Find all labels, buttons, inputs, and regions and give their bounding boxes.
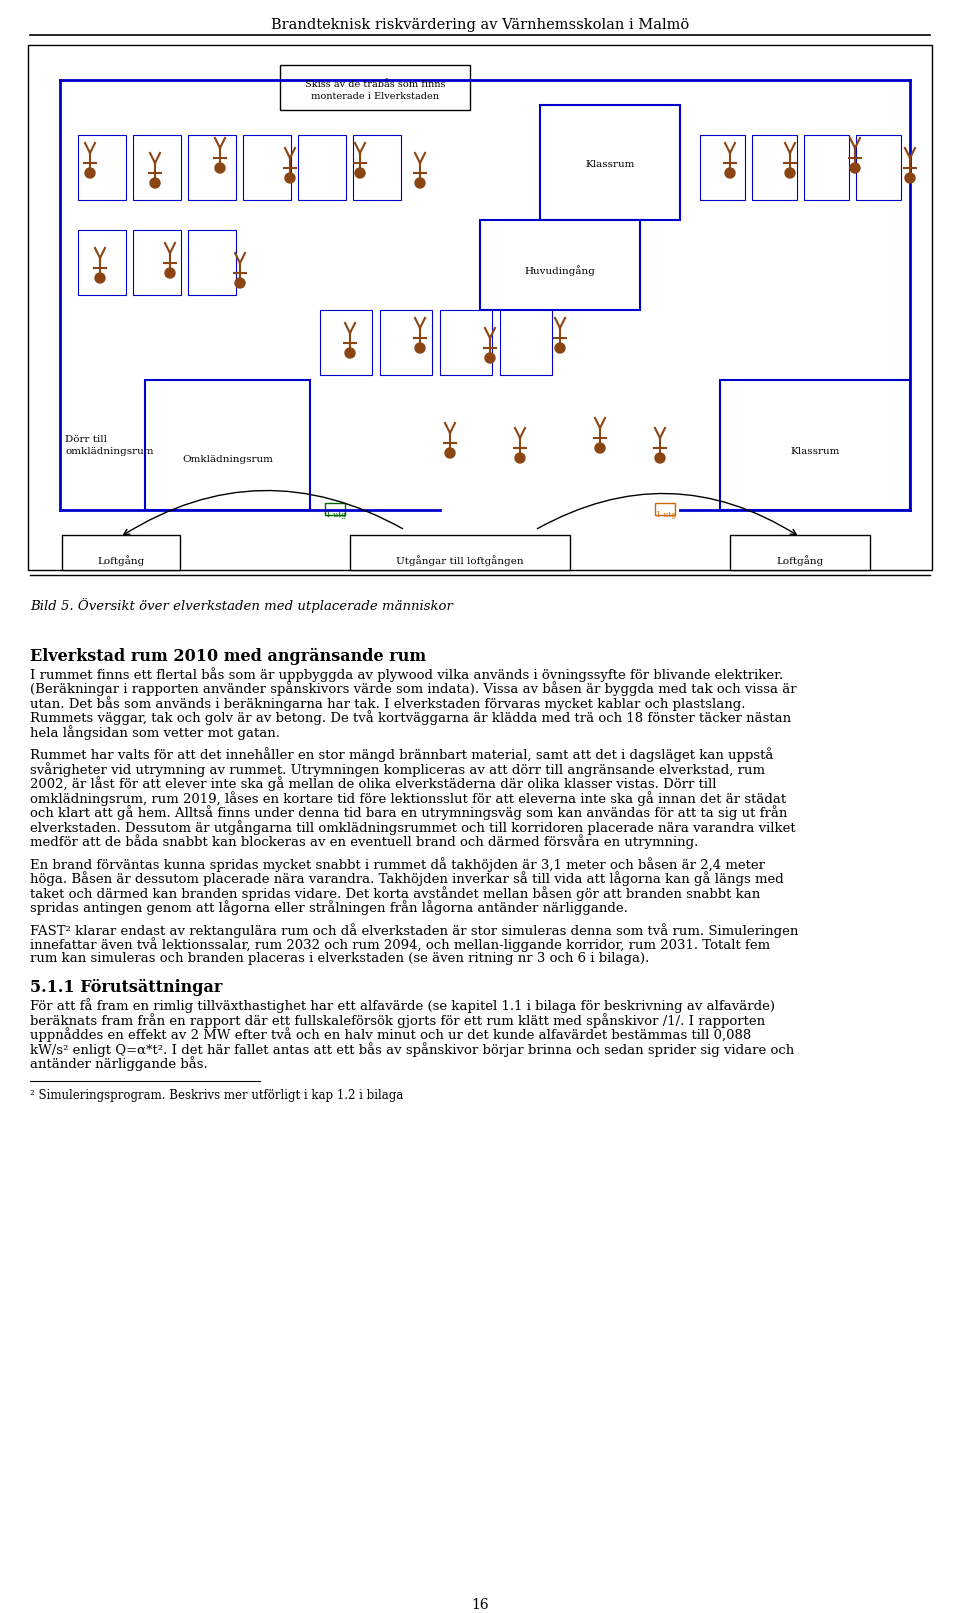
- Text: rum kan simuleras och branden placeras i elverkstaden (se även ritning nr 3 och : rum kan simuleras och branden placeras i…: [30, 952, 649, 965]
- Text: taket och därmed kan branden spridas vidare. Det korta avståndet mellan båsen gö: taket och därmed kan branden spridas vid…: [30, 886, 760, 902]
- Circle shape: [235, 277, 245, 289]
- Bar: [540, 105, 680, 219]
- Text: 2002, är låst för att elever inte ska gå mellan de olika elverkstäderna där olik: 2002, är låst för att elever inte ska gå…: [30, 776, 716, 792]
- Text: 1 utg: 1 utg: [326, 511, 347, 519]
- Text: medför att de båda snabbt kan blockeras av en eventuell brand och därmed försvår: medför att de båda snabbt kan blockeras …: [30, 834, 698, 850]
- Circle shape: [345, 348, 355, 358]
- Circle shape: [485, 353, 495, 363]
- Text: Klassrum: Klassrum: [586, 160, 635, 169]
- Bar: [350, 536, 570, 569]
- Text: elverkstaden. Dessutom är utgångarna till omklädningsrummet och till korridoren : elverkstaden. Dessutom är utgångarna til…: [30, 819, 796, 836]
- Text: Rummets väggar, tak och golv är av betong. De två kortväggarna är klädda med trä: Rummets väggar, tak och golv är av beton…: [30, 710, 791, 726]
- Text: utan. Det bås som används i beräkningarna har tak. I elverkstaden förvaras mycke: utan. Det bås som används i beräkningarn…: [30, 695, 746, 711]
- Bar: [188, 231, 236, 295]
- Bar: [856, 135, 901, 200]
- Bar: [752, 135, 797, 200]
- Bar: [145, 381, 310, 510]
- Circle shape: [905, 173, 915, 182]
- Circle shape: [850, 163, 860, 173]
- Text: ² Simuleringsprogram. Beskrivs mer utförligt i kap 1.2 i bilaga: ² Simuleringsprogram. Beskrivs mer utför…: [30, 1089, 403, 1102]
- Bar: [500, 310, 552, 374]
- Circle shape: [655, 453, 665, 463]
- Text: Elverkstad rum 2010 med angränsande rum: Elverkstad rum 2010 med angränsande rum: [30, 648, 426, 665]
- Bar: [440, 310, 492, 374]
- Bar: [804, 135, 849, 200]
- Bar: [325, 503, 345, 515]
- Circle shape: [595, 444, 605, 453]
- Text: Huvudingång: Huvudingång: [524, 265, 595, 276]
- Circle shape: [285, 173, 295, 182]
- Bar: [133, 135, 181, 200]
- Text: (Beräkningar i rapporten använder spånskivors värde som indata). Vissa av båsen : (Beräkningar i rapporten använder spånsk…: [30, 682, 797, 697]
- Circle shape: [215, 163, 225, 173]
- Bar: [700, 135, 745, 200]
- Text: 16: 16: [471, 1598, 489, 1611]
- Text: Rummet har valts för att det innehåller en stor mängd brännbart material, samt a: Rummet har valts för att det innehåller …: [30, 747, 774, 763]
- Bar: [243, 135, 291, 200]
- Text: kW/s² enligt Q=α*t². I det här fallet antas att ett bås av spånskivor börjar bri: kW/s² enligt Q=α*t². I det här fallet an…: [30, 1042, 794, 1057]
- Text: 1 utg: 1 utg: [656, 511, 676, 519]
- Circle shape: [150, 177, 160, 189]
- Text: För att få fram en rimlig tillväxthastighet har ett alfavärde (se kapitel 1.1 i : För att få fram en rimlig tillväxthastig…: [30, 998, 775, 1013]
- Text: Brandteknisk riskvärdering av Värnhemsskolan i Malmö: Brandteknisk riskvärdering av Värnhemssk…: [271, 18, 689, 32]
- Text: I rummet finns ett flertal bås som är uppbyggda av plywood vilka används i övnin: I rummet finns ett flertal bås som är up…: [30, 668, 783, 682]
- Circle shape: [355, 168, 365, 177]
- Text: antänder närliggande bås.: antänder närliggande bås.: [30, 1057, 207, 1071]
- Bar: [280, 65, 470, 110]
- Bar: [78, 231, 126, 295]
- Bar: [320, 310, 372, 374]
- Text: En brand förväntas kunna spridas mycket snabbt i rummet då takhöjden är 3,1 mete: En brand förväntas kunna spridas mycket …: [30, 857, 765, 873]
- Bar: [655, 503, 675, 515]
- Text: FAST² klarar endast av rektangulära rum och då elverkstaden är stor simuleras de: FAST² klarar endast av rektangulära rum …: [30, 923, 799, 937]
- Bar: [133, 231, 181, 295]
- Text: Dörr till: Dörr till: [65, 436, 107, 444]
- Text: svårigheter vid utrymning av rummet. Utrymningen kompliceras av att dörr till an: svårigheter vid utrymning av rummet. Utr…: [30, 761, 765, 777]
- Bar: [28, 45, 932, 569]
- Bar: [78, 135, 126, 200]
- Text: höga. Båsen är dessutom placerade nära varandra. Takhöjden inverkar så till vida: höga. Båsen är dessutom placerade nära v…: [30, 871, 783, 887]
- Circle shape: [725, 168, 735, 177]
- Bar: [353, 135, 401, 200]
- Text: och klart att gå hem. Alltså finns under denna tid bara en utrymningsväg som kan: och klart att gå hem. Alltså finns under…: [30, 805, 787, 821]
- Circle shape: [785, 168, 795, 177]
- Circle shape: [445, 448, 455, 458]
- Bar: [380, 310, 432, 374]
- Text: beräknats fram från en rapport där ett fullskaleförsök gjorts för ett rum klätt : beräknats fram från en rapport där ett f…: [30, 1013, 765, 1027]
- Text: Klassrum: Klassrum: [790, 447, 840, 456]
- Text: Omklädningsrum: Omklädningsrum: [182, 455, 273, 465]
- Bar: [730, 536, 870, 569]
- Circle shape: [415, 177, 425, 189]
- Text: innefattar även två lektionssalar, rum 2032 och rum 2094, och mellan-liggande ko: innefattar även två lektionssalar, rum 2…: [30, 937, 770, 952]
- Circle shape: [95, 273, 105, 282]
- Text: Loftgång: Loftgång: [777, 555, 824, 566]
- Text: omklädningsrum, rum 2019, låses en kortare tid före lektionsslut för att elevern: omklädningsrum, rum 2019, låses en korta…: [30, 790, 786, 806]
- Text: Utgångar till loftgången: Utgångar till loftgången: [396, 555, 524, 566]
- Bar: [188, 135, 236, 200]
- Text: Loftgång: Loftgång: [97, 555, 145, 566]
- Text: Bild 5. Översikt över elverkstaden med utplacerade människor: Bild 5. Översikt över elverkstaden med u…: [30, 598, 453, 613]
- Text: 5.1.1 Förutsättningar: 5.1.1 Förutsättningar: [30, 979, 223, 995]
- Text: omklädningsrum: omklädningsrum: [65, 447, 154, 456]
- Bar: [480, 219, 640, 310]
- Text: monterade i Elverkstaden: monterade i Elverkstaden: [311, 92, 439, 102]
- Circle shape: [165, 268, 175, 277]
- Text: spridas antingen genom att lågorna eller strålningen från lågorna antänder närli: spridas antingen genom att lågorna eller…: [30, 900, 628, 915]
- Bar: [298, 135, 346, 200]
- Text: hela långsidan som vetter mot gatan.: hela långsidan som vetter mot gatan.: [30, 724, 280, 740]
- Text: uppnåddes en effekt av 2 MW efter två och en halv minut och ur det kunde alfavär: uppnåddes en effekt av 2 MW efter två oc…: [30, 1027, 752, 1042]
- Bar: [720, 381, 910, 510]
- Circle shape: [515, 453, 525, 463]
- Bar: [62, 536, 180, 569]
- Circle shape: [555, 344, 565, 353]
- Circle shape: [415, 344, 425, 353]
- Circle shape: [85, 168, 95, 177]
- Text: Skiss av de träbås som finns: Skiss av de träbås som finns: [304, 81, 445, 89]
